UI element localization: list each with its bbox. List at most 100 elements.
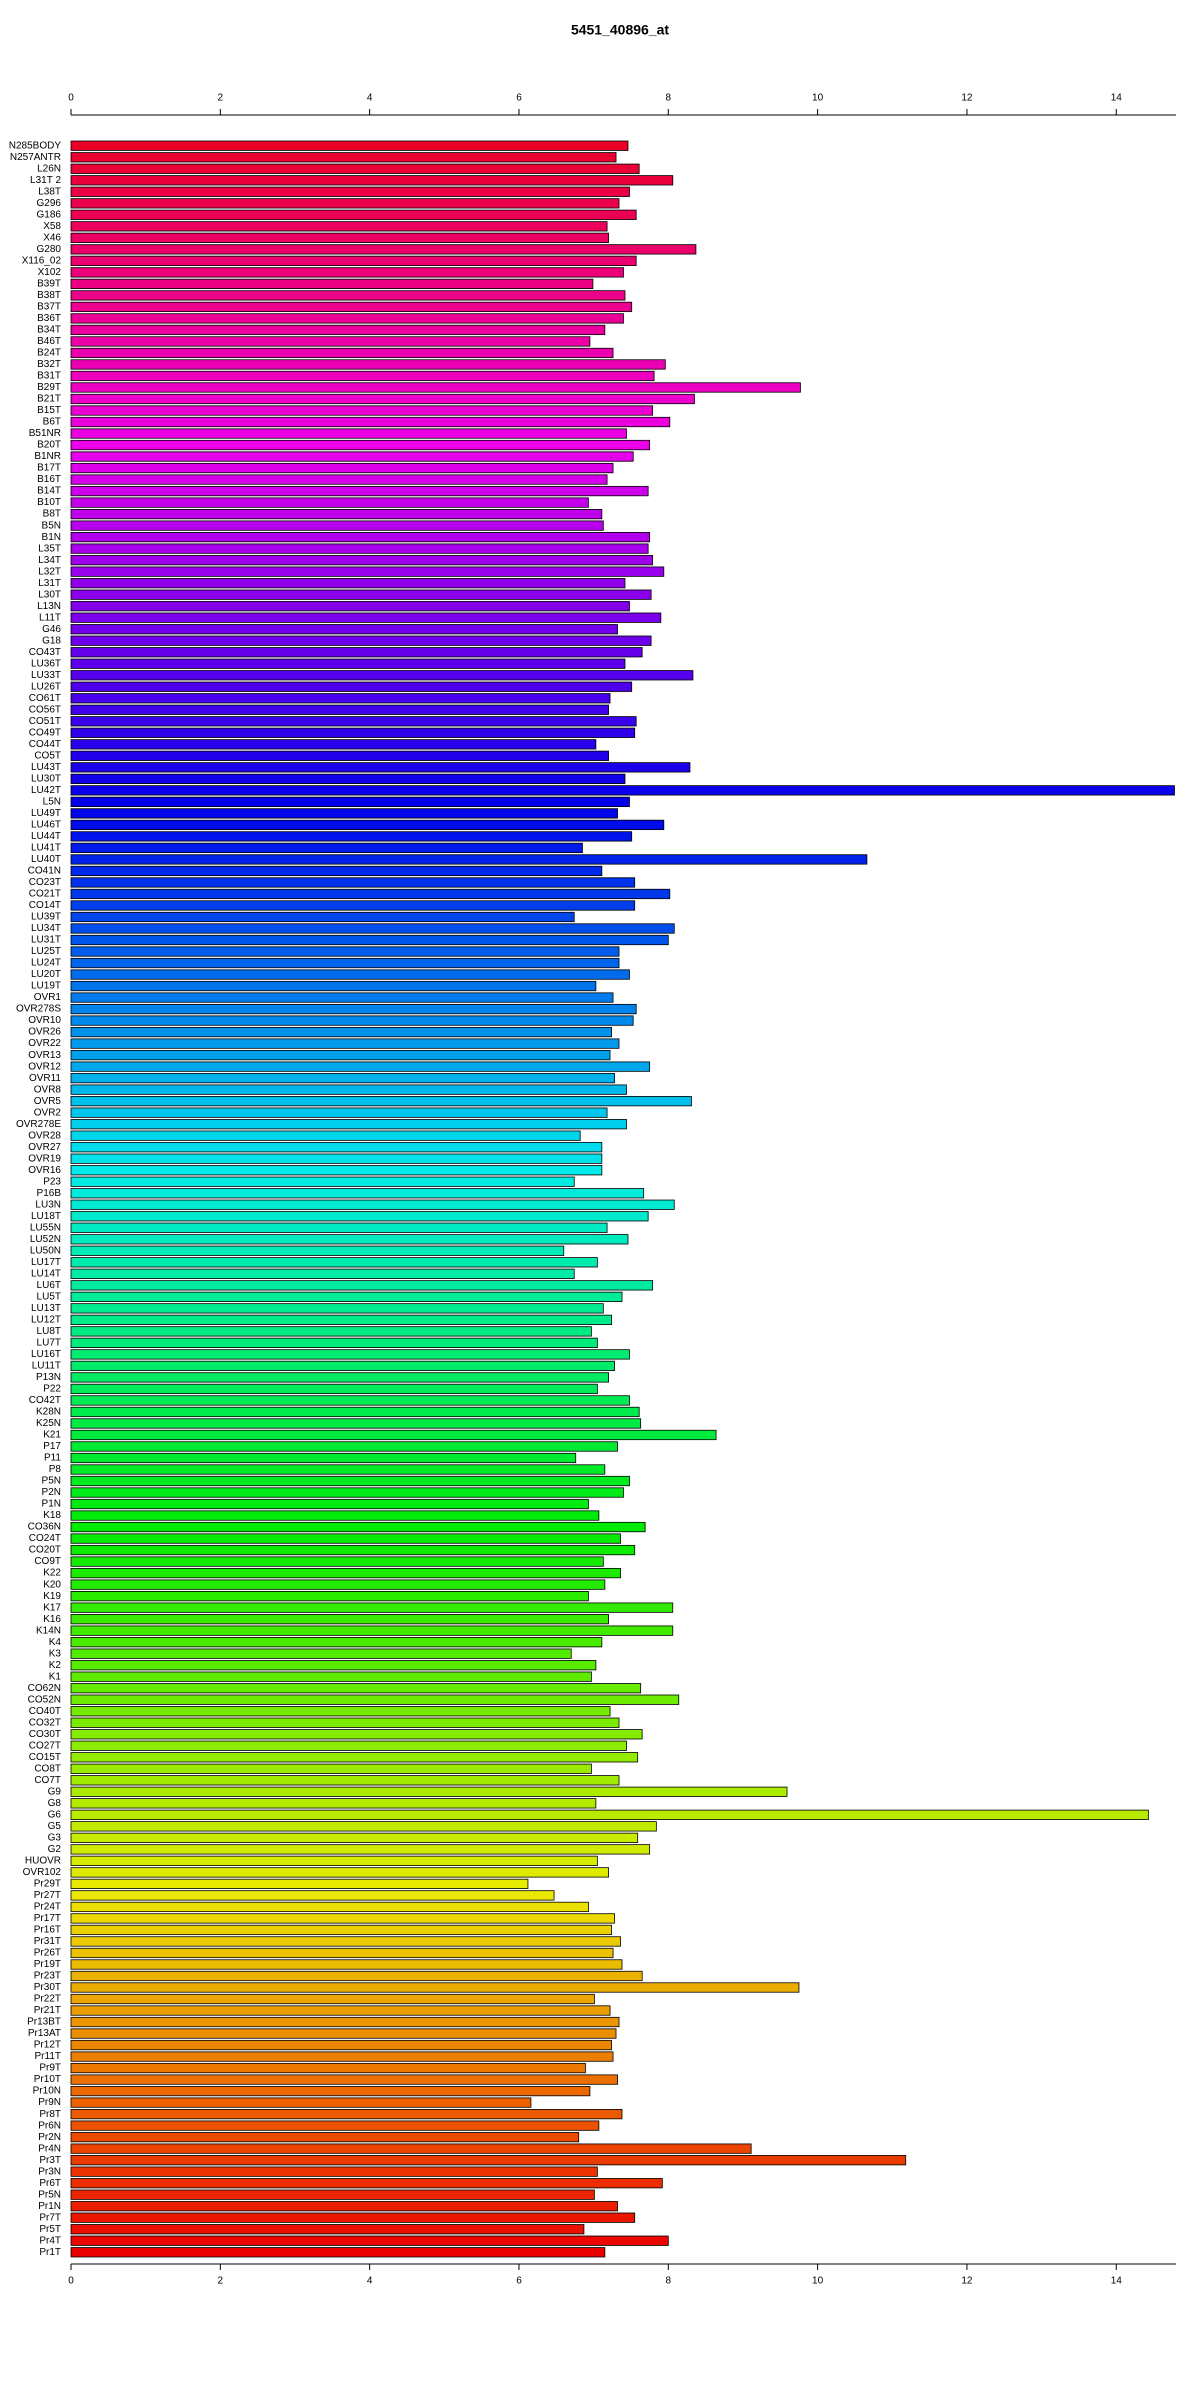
y-tick-label: CO7T — [34, 1775, 61, 1786]
y-tick-label: Pr26T — [34, 1948, 61, 1959]
bar — [70, 934, 669, 946]
bar — [70, 1291, 623, 1302]
bar — [70, 1119, 627, 1130]
y-tick-label: LU17T — [31, 1257, 61, 1268]
y-tick-label: B46T — [37, 336, 61, 347]
y-tick-label: G3 — [48, 1832, 62, 1843]
bar — [70, 1844, 651, 1855]
bar — [70, 140, 629, 151]
bar — [70, 152, 617, 163]
y-tick-label: X58 — [43, 221, 61, 232]
y-tick-label: K16 — [43, 1614, 61, 1625]
y-tick-label: CO44T — [29, 739, 61, 750]
y-tick-label: G46 — [42, 624, 61, 635]
y-tick-label: Pr5N — [38, 2189, 61, 2200]
y-tick-label: LU44T — [31, 831, 61, 842]
bar — [70, 2039, 612, 2051]
x-tick-label: 2 — [218, 2276, 224, 2287]
bar — [70, 1556, 604, 1567]
bar — [70, 854, 868, 865]
bar — [70, 1268, 575, 1279]
bar — [70, 1026, 612, 1038]
y-tick-label: K21 — [43, 1430, 61, 1441]
y-tick-label: Pr21T — [34, 2005, 61, 2016]
bar — [70, 1441, 618, 1452]
bar — [70, 1326, 592, 1337]
y-tick-label: X116_02 — [22, 256, 62, 267]
y-tick-label: L11T — [39, 612, 61, 623]
x-tick-label: 12 — [961, 2276, 973, 2287]
y-tick-label: LU26T — [31, 681, 61, 692]
x-tick-label: 14 — [1111, 2276, 1123, 2287]
bar — [70, 370, 655, 382]
y-tick-label: Pr3T — [39, 2155, 61, 2166]
y-tick-label: CO56T — [29, 704, 61, 715]
y-tick-label: CO5T — [34, 750, 61, 761]
bar — [70, 2005, 611, 2016]
bar — [70, 1993, 595, 2005]
bar — [70, 2155, 907, 2166]
y-tick-label: K4 — [49, 1637, 62, 1648]
bar — [70, 1142, 603, 1153]
bar — [70, 923, 675, 934]
bar — [70, 831, 633, 842]
bar — [70, 1832, 639, 1843]
bar — [70, 1222, 608, 1233]
y-tick-label: Pr6N — [38, 2120, 61, 2131]
bar — [70, 1073, 615, 1084]
y-tick-label: CO43T — [29, 647, 61, 658]
y-tick-label: Pr24T — [34, 1902, 61, 1913]
x-tick-label: 8 — [666, 93, 672, 104]
y-tick-label: Pr19T — [34, 1959, 61, 1970]
bar — [70, 808, 618, 819]
y-tick-label: LU11T — [32, 1361, 61, 1372]
y-tick-label: CO24T — [29, 1533, 61, 1544]
y-tick-label: LU39T — [31, 912, 61, 923]
bar — [70, 175, 674, 186]
y-tick-label: LU55N — [30, 1222, 61, 1233]
y-tick-label: P1N — [42, 1499, 61, 1510]
bar — [70, 255, 637, 266]
bar — [70, 980, 597, 992]
bar — [70, 290, 626, 301]
y-tick-label: P23 — [43, 1176, 61, 1187]
y-tick-label: B20T — [37, 440, 61, 451]
bar — [70, 2189, 595, 2200]
bar — [70, 1314, 612, 1325]
x-tick-label: 4 — [367, 93, 373, 104]
bar — [70, 198, 620, 209]
bar — [70, 1821, 657, 1832]
bar — [70, 1809, 1149, 1820]
y-tick-label: LU5T — [37, 1291, 61, 1302]
x-tick-label: 6 — [516, 2276, 522, 2287]
y-tick-label: Pr27T — [34, 1890, 61, 1901]
bar — [70, 2108, 623, 2120]
y-tick-label: Pr30T — [34, 1982, 61, 1993]
y-tick-label: LU46T — [31, 820, 61, 831]
bar — [70, 474, 608, 485]
bar — [70, 416, 671, 428]
bar — [70, 624, 618, 635]
bar — [70, 2085, 591, 2097]
bar — [70, 1429, 717, 1441]
y-tick-label: G296 — [37, 198, 62, 209]
y-tick-label: OVR12 — [28, 1061, 61, 1072]
y-tick-label: Pr1T — [39, 2247, 61, 2258]
bar — [70, 1188, 645, 1199]
y-tick-label: CO61T — [29, 693, 61, 704]
y-tick-label: Pr17T — [34, 1913, 61, 1924]
bar — [70, 1372, 609, 1383]
bar — [70, 1936, 621, 1947]
bar — [70, 336, 591, 347]
y-tick-label: Pr1N — [38, 2201, 61, 2212]
y-tick-label: HUOVR — [25, 1856, 61, 1867]
bar — [70, 1533, 621, 1544]
y-tick-label: Pr4T — [39, 2235, 61, 2246]
bar — [70, 1107, 608, 1118]
y-tick-label: P11 — [44, 1453, 61, 1464]
bar — [70, 727, 636, 738]
y-tick-label: LU6T — [37, 1280, 61, 1291]
bar — [70, 1752, 639, 1763]
y-tick-label: Pr11T — [35, 2051, 62, 2062]
bar — [70, 1337, 598, 1349]
